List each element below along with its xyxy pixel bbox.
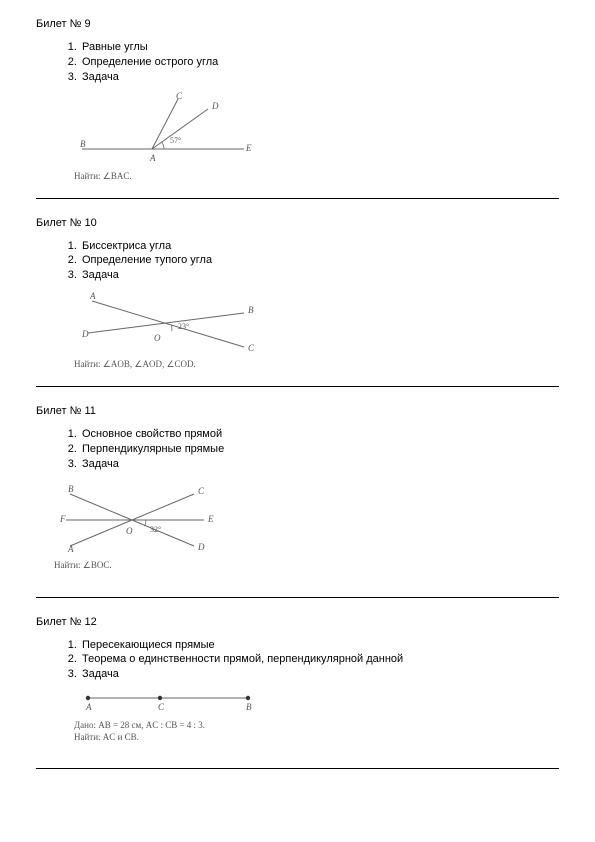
- svg-text:A: A: [85, 702, 92, 712]
- ticket-10: Билет № 10 Биссектриса угла Определение …: [36, 217, 559, 371]
- svg-text:O: O: [126, 526, 133, 536]
- ticket-items: Пересекающиеся прямые Теорема о единстве…: [36, 638, 559, 683]
- svg-text:B: B: [248, 305, 254, 315]
- page: Билет № 9 Равные углы Определение острог…: [0, 0, 595, 769]
- diagram-caption: Дано: AB = 28 см, AC : CB = 4 : 3.: [74, 720, 559, 730]
- diagram-caption: Найти: ∠AOB, ∠AOD, ∠COD.: [74, 359, 559, 370]
- ticket-9: Билет № 9 Равные углы Определение острог…: [36, 18, 559, 182]
- ticket-items: Равные углы Определение острого угла Зад…: [36, 40, 559, 85]
- svg-text:B: B: [80, 139, 86, 149]
- svg-text:F: F: [59, 514, 66, 524]
- separator: [36, 768, 559, 769]
- diagram-three-crossing: 32° B F A C E D O: [54, 478, 224, 558]
- diagram-wrap: 23° A D O B C Найти: ∠AOB, ∠AOD, ∠COD.: [74, 289, 559, 370]
- ticket-item: Пересекающиеся прямые: [80, 638, 559, 653]
- diagram-caption: Найти: ∠BAC.: [74, 171, 559, 182]
- ticket-title: Билет № 12: [36, 616, 559, 628]
- svg-text:O: O: [154, 333, 161, 343]
- svg-text:57°: 57°: [170, 136, 181, 145]
- svg-text:C: C: [248, 343, 255, 353]
- svg-text:32°: 32°: [150, 525, 161, 534]
- svg-text:E: E: [245, 143, 252, 153]
- ticket-title: Билет № 10: [36, 217, 559, 229]
- ticket-11: Билет № 11 Основное свойство прямой Перп…: [36, 405, 559, 571]
- diagram-wrap: A C B Дано: AB = 28 см, AC : CB = 4 : 3. Н…: [74, 688, 559, 742]
- ticket-item: Определение острого угла: [80, 55, 559, 70]
- separator: [36, 597, 559, 598]
- svg-text:C: C: [198, 486, 205, 496]
- separator: [36, 386, 559, 387]
- ticket-item: Задача: [80, 268, 559, 283]
- svg-text:A: A: [67, 544, 74, 554]
- ticket-title: Билет № 11: [36, 405, 559, 417]
- diagram-caption: Найти: ∠BOC.: [54, 560, 559, 571]
- svg-text:D: D: [197, 542, 205, 552]
- ticket-title: Билет № 9: [36, 18, 559, 30]
- ticket-item: Задача: [80, 667, 559, 682]
- svg-text:C: C: [176, 91, 183, 101]
- ticket-items: Основное свойство прямой Перпендикулярны…: [36, 427, 559, 472]
- separator: [36, 198, 559, 199]
- ticket-item: Биссектриса угла: [80, 239, 559, 254]
- svg-text:A: A: [89, 291, 96, 301]
- svg-text:D: D: [81, 329, 89, 339]
- svg-text:B: B: [246, 702, 252, 712]
- ticket-item: Равные углы: [80, 40, 559, 55]
- ticket-item: Перпендикулярные прямые: [80, 442, 559, 457]
- ticket-item: Задача: [80, 70, 559, 85]
- ticket-item: Теорема о единственности прямой, перпенд…: [80, 652, 559, 667]
- svg-text:D: D: [211, 101, 219, 111]
- diagram-wrap: 32° B F A C E D O Найти: ∠BOC.: [54, 478, 559, 571]
- svg-text:A: A: [149, 153, 156, 163]
- diagram-caption-2: Найти: AC и CB.: [74, 732, 559, 742]
- ticket-item: Задача: [80, 457, 559, 472]
- svg-text:23°: 23°: [178, 322, 189, 331]
- ticket-12: Билет № 12 Пересекающиеся прямые Теорема…: [36, 616, 559, 743]
- ticket-items: Биссектриса угла Определение тупого угла…: [36, 239, 559, 284]
- ticket-item: Основное свойство прямой: [80, 427, 559, 442]
- svg-text:B: B: [68, 484, 74, 494]
- diagram-angle-rays: 57° B A C D E: [74, 91, 254, 169]
- diagram-wrap: 57° B A C D E Найти: ∠BAC.: [74, 91, 559, 182]
- diagram-crossing-lines: 23° A D O B C: [74, 289, 264, 357]
- ticket-item: Определение тупого угла: [80, 253, 559, 268]
- svg-text:C: C: [158, 702, 165, 712]
- diagram-segment-points: ACB: [74, 688, 264, 718]
- svg-text:E: E: [207, 514, 214, 524]
